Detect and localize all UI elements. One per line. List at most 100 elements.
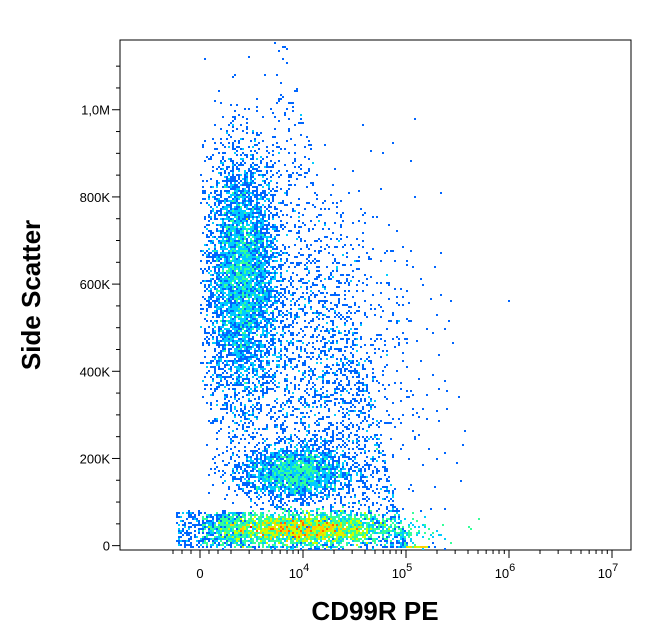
density-point xyxy=(228,284,230,286)
density-point xyxy=(328,454,330,456)
density-point xyxy=(294,470,296,472)
density-point xyxy=(274,266,276,268)
density-point xyxy=(250,308,252,310)
density-point xyxy=(200,304,202,306)
density-point xyxy=(286,532,288,534)
density-point xyxy=(240,226,242,228)
density-point xyxy=(258,134,260,136)
density-point xyxy=(310,478,312,480)
density-point xyxy=(300,474,302,476)
density-point xyxy=(210,252,212,254)
density-point xyxy=(238,316,240,318)
density-point xyxy=(370,510,372,512)
density-point xyxy=(254,150,256,152)
density-point xyxy=(222,292,224,294)
density-point xyxy=(250,530,252,532)
density-point xyxy=(262,222,264,224)
density-point xyxy=(262,268,264,270)
density-point xyxy=(302,502,304,504)
density-point xyxy=(230,224,232,226)
density-point xyxy=(238,346,240,348)
density-point xyxy=(292,338,294,340)
density-point xyxy=(230,242,232,244)
density-point xyxy=(360,532,362,534)
density-point xyxy=(244,366,246,368)
density-point xyxy=(314,470,316,472)
density-point xyxy=(280,484,282,486)
density-point xyxy=(216,260,218,262)
density-point xyxy=(254,266,256,268)
density-point xyxy=(266,478,268,480)
density-point xyxy=(372,538,374,540)
density-point xyxy=(268,510,270,512)
density-point xyxy=(228,364,230,366)
density-point xyxy=(262,298,264,300)
density-point xyxy=(256,320,258,322)
density-point xyxy=(240,314,242,316)
density-point xyxy=(230,284,232,286)
density-point xyxy=(280,502,282,504)
density-point xyxy=(212,208,214,210)
density-point xyxy=(250,292,252,294)
density-point xyxy=(248,464,250,466)
density-point xyxy=(238,272,240,274)
density-point xyxy=(254,256,256,258)
density-point xyxy=(318,524,320,526)
density-point xyxy=(230,266,232,268)
density-point xyxy=(322,450,324,452)
density-point xyxy=(278,338,280,340)
density-point xyxy=(218,276,220,278)
density-point xyxy=(394,526,396,528)
density-point xyxy=(206,362,208,364)
density-point xyxy=(270,538,272,540)
density-point xyxy=(254,342,256,344)
density-point xyxy=(248,320,250,322)
density-point xyxy=(312,450,314,452)
density-point xyxy=(260,366,262,368)
density-point xyxy=(294,462,296,464)
density-point xyxy=(282,524,284,526)
density-point xyxy=(290,464,292,466)
density-point xyxy=(212,278,214,280)
density-point xyxy=(202,296,204,298)
density-point xyxy=(308,470,310,472)
density-point xyxy=(304,440,306,442)
density-point xyxy=(222,460,224,462)
density-point xyxy=(216,254,218,256)
density-point xyxy=(250,176,252,178)
density-point xyxy=(266,266,268,268)
density-point xyxy=(282,518,284,520)
density-point xyxy=(226,518,228,520)
density-point xyxy=(292,540,294,542)
density-point xyxy=(268,188,270,190)
density-point xyxy=(224,252,226,254)
density-point xyxy=(230,518,232,520)
density-point xyxy=(270,480,272,482)
density-point xyxy=(226,232,228,234)
density-point xyxy=(246,214,248,216)
density-point xyxy=(344,516,346,518)
density-point xyxy=(258,360,260,362)
density-point xyxy=(220,208,222,210)
density-point xyxy=(334,528,336,530)
density-point xyxy=(212,394,214,396)
density-point xyxy=(238,334,240,336)
density-point xyxy=(294,302,296,304)
density-point xyxy=(242,184,244,186)
density-point xyxy=(270,244,272,246)
density-point xyxy=(232,318,234,320)
density-point xyxy=(224,310,226,312)
density-point xyxy=(318,482,320,484)
density-point xyxy=(220,340,222,342)
density-point xyxy=(266,166,268,168)
density-point xyxy=(250,326,252,328)
density-point xyxy=(200,312,202,314)
density-point xyxy=(256,416,258,418)
density-point xyxy=(252,226,254,228)
density-point xyxy=(288,546,290,548)
density-point xyxy=(246,520,248,522)
density-point xyxy=(228,334,230,336)
density-point xyxy=(224,288,226,290)
density-point xyxy=(292,468,294,470)
density-point xyxy=(286,464,288,466)
